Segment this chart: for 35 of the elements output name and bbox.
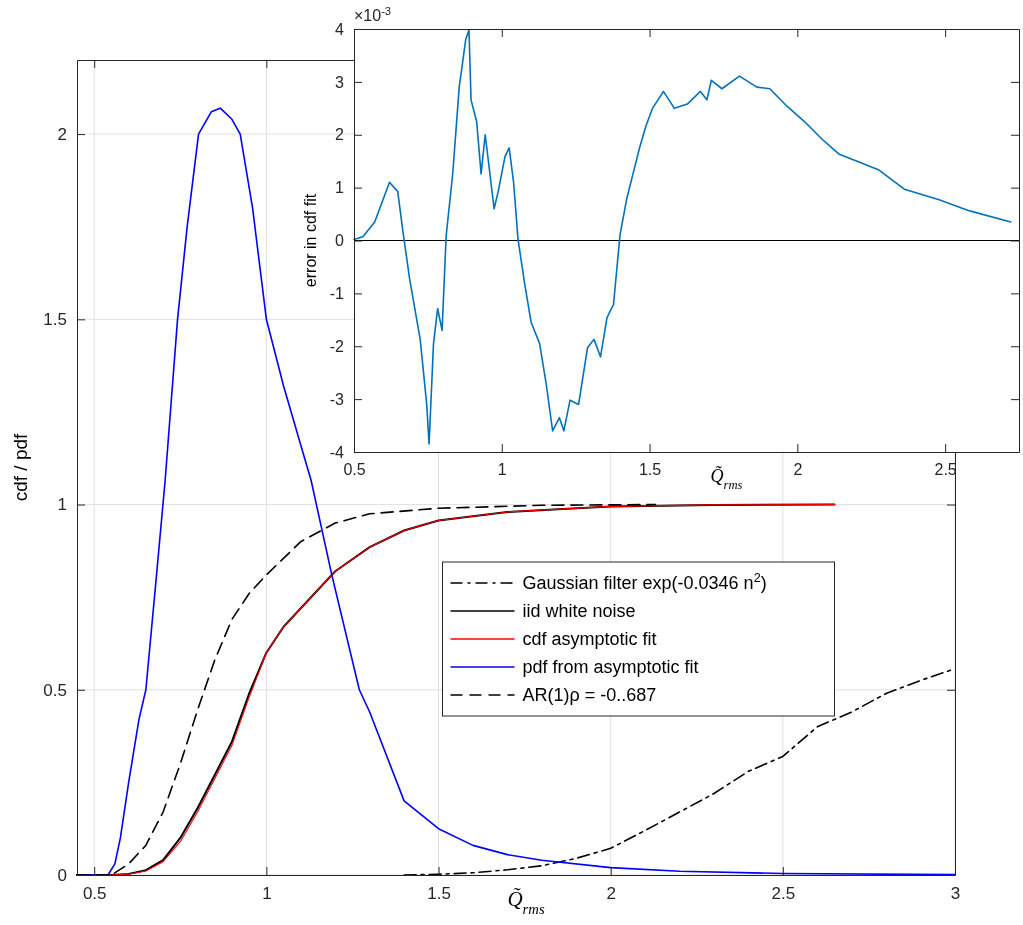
y-tick-label: 3 (335, 73, 345, 91)
y-tick-label: -3 (329, 390, 345, 408)
x-tick-label: 1 (262, 884, 272, 904)
y-tick-label: 0 (335, 232, 345, 250)
x-tick-label: 3 (950, 884, 961, 904)
legend-label: pdf from asymptotic fit (522, 657, 699, 677)
legend-label: cdf asymptotic fit (522, 629, 657, 649)
y-tick-label: -1 (329, 284, 345, 302)
x-axis-title: Q̃$_{rms}$ (710, 465, 743, 492)
y-tick-label: 0 (57, 865, 67, 885)
y-tick-label: 1 (335, 179, 345, 197)
x-axis-title: Q̃$_{rms}$ (507, 887, 545, 917)
y-tick-label: -2 (329, 337, 345, 355)
y-tick-label: 4 (335, 20, 345, 38)
y-tick-label: 1 (57, 495, 67, 515)
y-tick-label: 2 (335, 126, 345, 144)
x-tick-label: 2 (793, 461, 803, 479)
y-tick-label: 2 (57, 125, 67, 145)
x-tick-label: 1.5 (427, 884, 451, 904)
x-tick-label: 0.5 (82, 884, 107, 904)
x-tick-label: 1.5 (638, 461, 662, 479)
x-tick-label: 2 (606, 884, 616, 904)
legend-label: Gaussian filter exp(-0.0346 n$^{2}$) (522, 571, 767, 593)
x-tick-label: 2.5 (934, 461, 957, 479)
legend-label: AR(1)ρ = -0..687 (522, 685, 657, 705)
y-tick-label: 0.5 (43, 680, 67, 700)
text: ×10$^{-3}$ (354, 5, 392, 24)
x-tick-label: 1 (497, 461, 507, 479)
y-tick-label: 1.5 (43, 310, 67, 330)
y-tick-label: -4 (329, 443, 345, 461)
y-axis-title: error in cdf fit (302, 193, 319, 288)
x-tick-label: 2.5 (771, 884, 796, 904)
y-axis-title: cdf / pdf (10, 432, 31, 502)
line-series (353, 29, 1012, 445)
legend-label: iid white noise (522, 601, 636, 621)
